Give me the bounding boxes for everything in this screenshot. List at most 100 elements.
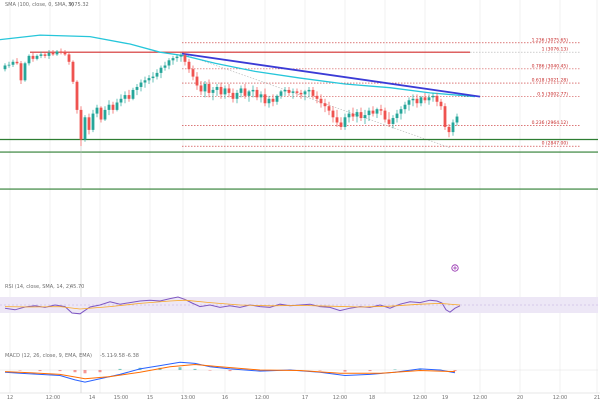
macd-hist-bar — [118, 368, 122, 370]
candle-body — [199, 85, 203, 92]
candle-body — [63, 52, 67, 55]
candle — [315, 91, 319, 104]
candle — [235, 89, 239, 104]
macd-hist-bar — [418, 368, 422, 370]
candle-body — [303, 91, 307, 95]
candle-body — [327, 106, 331, 111]
candle — [99, 106, 103, 123]
x-tick-label: 12:00 — [255, 395, 269, 400]
candle — [263, 88, 267, 107]
candle-body — [255, 89, 259, 98]
candle — [11, 59, 15, 67]
candle — [87, 113, 91, 135]
candle-body — [319, 98, 323, 104]
candle — [127, 89, 131, 102]
candle — [191, 65, 195, 81]
candle-body — [371, 110, 375, 114]
candle — [51, 49, 55, 56]
x-tick-label: 20 — [517, 395, 523, 400]
candle-body — [443, 106, 447, 127]
candle — [299, 89, 303, 99]
candle — [15, 58, 19, 65]
candle-body — [143, 80, 147, 83]
macd-hist-bar — [318, 370, 322, 371]
candle — [371, 106, 375, 117]
candle-body — [451, 122, 455, 133]
main-indicator-label: SMA (100, close, 0, SMA, 9) — [5, 2, 74, 8]
candle — [63, 49, 67, 56]
x-tick-label: 12 — [7, 395, 13, 400]
candle — [139, 79, 143, 92]
candle-body — [383, 110, 387, 120]
candle-body — [235, 92, 239, 99]
candle — [303, 89, 307, 101]
candle — [19, 61, 23, 84]
macd-hist-bar — [228, 370, 232, 372]
macd-hist-bar — [343, 370, 347, 372]
candle — [23, 61, 27, 82]
fib-level-label: 0.786 (3040.45) — [532, 63, 569, 69]
candle-body — [71, 61, 75, 82]
candle — [275, 94, 279, 105]
candle-body — [99, 107, 103, 120]
candle-body — [399, 109, 403, 114]
candle-body — [227, 88, 231, 93]
candle-body — [435, 95, 439, 102]
candle-body — [455, 116, 459, 123]
candle — [455, 113, 459, 126]
candle — [199, 81, 203, 96]
candle-body — [411, 98, 415, 101]
candle — [443, 103, 447, 130]
candle — [435, 92, 439, 107]
macd-hist-bar — [73, 370, 77, 373]
candle — [175, 54, 179, 62]
candle-body — [359, 112, 363, 119]
candle-body — [7, 64, 11, 66]
candle — [331, 106, 335, 123]
candle-body — [219, 86, 223, 95]
macd-hist-bar — [453, 370, 457, 372]
candle-body — [107, 104, 111, 110]
candle-body — [111, 104, 115, 110]
candle-body — [263, 94, 267, 104]
candle-body — [323, 103, 327, 107]
candle — [423, 92, 427, 104]
candle-body — [395, 113, 399, 119]
candle — [403, 101, 407, 114]
candle-body — [423, 97, 427, 101]
candle-body — [215, 86, 219, 90]
candle — [183, 52, 187, 66]
candle — [119, 94, 123, 107]
candle — [75, 80, 79, 114]
candle — [95, 104, 99, 118]
candle — [3, 63, 7, 72]
candle — [291, 88, 295, 99]
candle — [427, 94, 431, 105]
candle-body — [439, 101, 443, 107]
candle-body — [15, 61, 19, 64]
candle — [411, 94, 415, 107]
descending-trendline[interactable] — [181, 52, 481, 98]
candle — [79, 106, 83, 147]
candle — [83, 115, 87, 142]
candle-body — [47, 52, 51, 56]
candle — [7, 61, 11, 68]
candle — [355, 109, 359, 123]
channel-dotted-line — [181, 53, 451, 148]
macd-hist-bar — [193, 368, 197, 370]
candle-body — [347, 113, 351, 118]
candle-body — [431, 95, 435, 98]
candle-body — [11, 61, 15, 65]
candle-body — [403, 104, 407, 110]
target-plus-icon[interactable] — [451, 264, 459, 272]
candle — [111, 101, 115, 114]
candle — [155, 69, 159, 80]
candle-body — [27, 55, 31, 64]
macd-hist-bar — [393, 369, 397, 370]
candle — [71, 60, 75, 84]
candle — [163, 61, 167, 71]
candle — [179, 52, 183, 62]
candle — [67, 51, 71, 65]
candle — [223, 85, 227, 99]
